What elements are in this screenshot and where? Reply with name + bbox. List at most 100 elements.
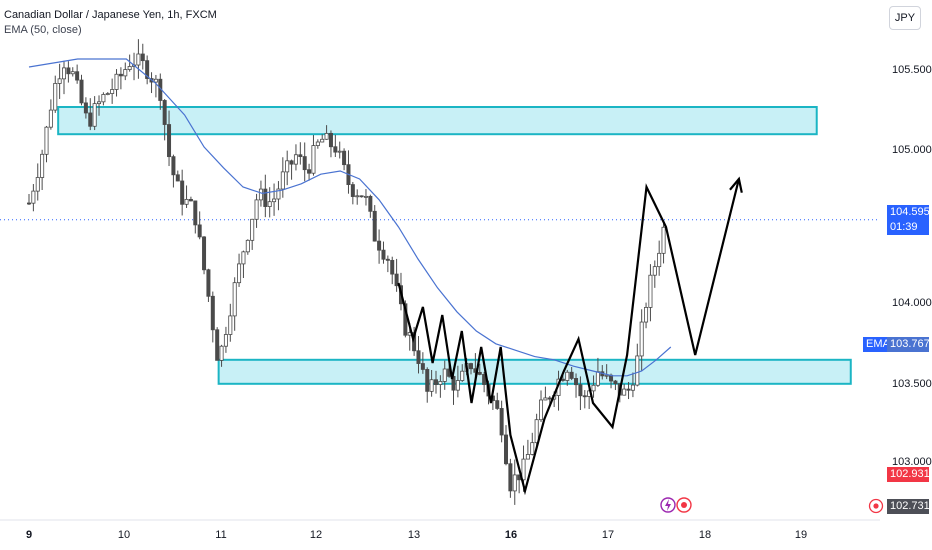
time-tick: 19 bbox=[794, 529, 808, 541]
time-tick: 16 bbox=[504, 529, 518, 541]
candle-body bbox=[66, 67, 71, 75]
candle-body bbox=[280, 171, 285, 190]
resistance-zone bbox=[57, 106, 818, 136]
candle-body bbox=[35, 177, 40, 192]
candle-body bbox=[622, 388, 627, 396]
time-tick: 13 bbox=[407, 529, 421, 541]
price-tick: 104.000 bbox=[892, 297, 932, 309]
candle-body bbox=[525, 454, 530, 460]
price-tick: 103.000 bbox=[892, 456, 932, 468]
candle-body bbox=[140, 53, 145, 62]
candle-body bbox=[206, 269, 211, 297]
candle-body bbox=[433, 379, 438, 385]
candle-body bbox=[425, 369, 430, 392]
candle-body bbox=[320, 138, 325, 143]
candle-body bbox=[342, 150, 347, 166]
candle-body bbox=[285, 160, 290, 173]
candle-body bbox=[254, 199, 259, 220]
candle-body bbox=[302, 156, 307, 171]
candle-body bbox=[381, 249, 386, 260]
candle-body bbox=[307, 169, 312, 174]
candle-body bbox=[276, 188, 281, 200]
candle-body bbox=[560, 378, 565, 381]
candle-body bbox=[377, 240, 382, 251]
candle-body bbox=[110, 89, 115, 94]
candle-body bbox=[543, 397, 548, 401]
candle-body bbox=[202, 236, 207, 271]
ema-line bbox=[28, 58, 672, 377]
lightning-event-icon bbox=[665, 499, 671, 511]
candle-body bbox=[171, 156, 176, 176]
candle-body bbox=[53, 83, 58, 111]
candle-body bbox=[250, 218, 255, 241]
time-tick: 9 bbox=[25, 529, 33, 541]
candle-body bbox=[521, 458, 526, 481]
ema-label-tag[interactable]: EMA bbox=[863, 337, 893, 352]
candle-body bbox=[123, 69, 128, 77]
candle-body bbox=[499, 408, 504, 436]
candle-body bbox=[92, 103, 97, 127]
candle-body bbox=[455, 380, 460, 391]
candle-body bbox=[591, 384, 596, 392]
candle-body bbox=[70, 71, 75, 75]
candle-body bbox=[565, 371, 570, 381]
candle-body bbox=[215, 329, 220, 361]
price-tick: 105.000 bbox=[892, 144, 932, 156]
last-price-tag: 104.595 bbox=[887, 205, 930, 220]
candle-body bbox=[210, 295, 215, 331]
candle-body bbox=[368, 195, 373, 212]
candle-body bbox=[267, 201, 272, 207]
time-tick: 17 bbox=[601, 529, 615, 541]
candle-body bbox=[184, 198, 189, 205]
candle-body bbox=[31, 190, 36, 204]
candle-body bbox=[272, 198, 277, 203]
low-price-tag: 102.931 bbox=[887, 467, 930, 482]
candle-body bbox=[57, 78, 62, 84]
candle-body bbox=[652, 266, 657, 276]
candle-body bbox=[298, 154, 303, 157]
candle-body bbox=[416, 350, 421, 364]
bid-price-tag: 102.731 bbox=[887, 499, 930, 514]
candle-body bbox=[534, 419, 539, 444]
candle-body bbox=[145, 60, 150, 79]
candle-body bbox=[219, 345, 224, 361]
economic-event-icon bbox=[681, 502, 687, 508]
candle-body bbox=[48, 109, 53, 128]
candle-body bbox=[263, 188, 268, 207]
candle-body bbox=[530, 442, 535, 455]
candle-body bbox=[289, 160, 294, 165]
candle-body bbox=[101, 94, 106, 103]
countdown-tag: 01:39 bbox=[887, 220, 929, 235]
candle-body bbox=[390, 259, 395, 275]
candle-body bbox=[232, 282, 237, 317]
candle-body bbox=[79, 79, 84, 104]
candle-body bbox=[180, 180, 185, 205]
candle-body bbox=[153, 78, 158, 83]
candle-body bbox=[175, 174, 180, 182]
candle-body bbox=[328, 132, 333, 148]
candle-body bbox=[372, 210, 377, 242]
candle-body bbox=[574, 378, 579, 386]
support-zone bbox=[217, 358, 852, 385]
candle-body bbox=[75, 71, 80, 81]
candle-body bbox=[26, 202, 31, 205]
candle-body bbox=[258, 188, 263, 201]
candle-body bbox=[44, 126, 49, 155]
candle-body bbox=[635, 355, 640, 386]
candle-body bbox=[88, 112, 93, 127]
candle-body bbox=[508, 463, 513, 492]
candle-body bbox=[547, 397, 552, 400]
candle-body bbox=[167, 124, 172, 158]
candle-body bbox=[237, 263, 242, 284]
candle-body bbox=[661, 226, 666, 254]
candle-body bbox=[162, 100, 167, 125]
candle-body bbox=[193, 200, 198, 226]
indicator-label[interactable]: EMA (50, close) bbox=[4, 24, 82, 36]
candle-body bbox=[442, 368, 447, 382]
candle-body bbox=[228, 315, 233, 335]
currency-button[interactable]: JPY bbox=[889, 6, 921, 30]
candle-body bbox=[363, 195, 368, 198]
candle-body bbox=[504, 434, 509, 465]
candle-body bbox=[136, 53, 141, 66]
